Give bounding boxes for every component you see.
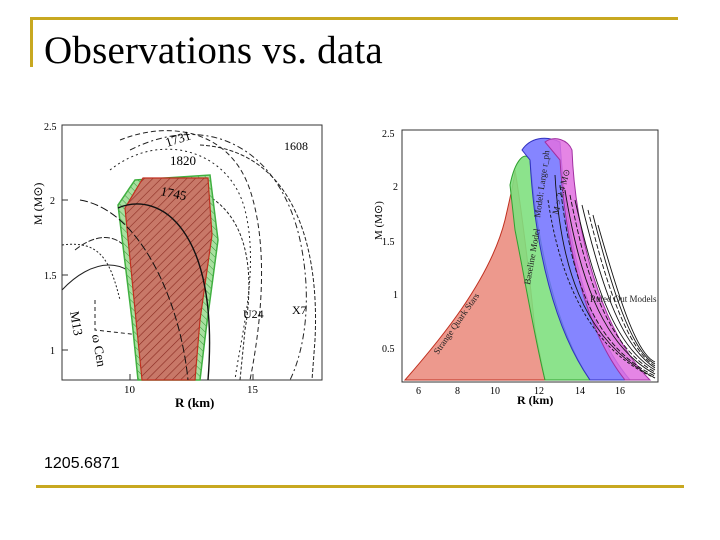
left-figure: 1731 1820 1608 1745 U24 X7 M13 ω Cen 2.5… xyxy=(31,122,323,410)
label-u24: U24 xyxy=(243,307,264,321)
right-ytick-0.5: 0.5 xyxy=(382,344,395,355)
right-figure: Strange Quark Stars Baseline Model Model… xyxy=(373,129,659,407)
left-black-curve xyxy=(117,203,211,381)
left-xtick-10: 10 xyxy=(124,384,136,396)
right-xtick-12: 12 xyxy=(534,386,544,397)
right-xtick-8: 8 xyxy=(455,386,460,397)
left-ytick-2.5: 2.5 xyxy=(44,122,57,133)
label-1820: 1820 xyxy=(170,153,196,168)
right-ylabel: M (M⊙) xyxy=(373,201,385,240)
ruled-out-curves xyxy=(547,174,656,379)
label-ruled-out: Ruled Out Models xyxy=(590,294,657,304)
right-xtick-10: 10 xyxy=(490,386,500,397)
left-ylabel: M (M⊙) xyxy=(31,183,45,225)
label-1745: 1745 xyxy=(159,183,188,203)
right-ytick-1: 1 xyxy=(393,290,398,301)
right-xtick-6: 6 xyxy=(416,386,421,397)
left-xtick-15: 15 xyxy=(247,384,259,396)
left-xlabel: R (km) xyxy=(175,395,214,410)
top-rule xyxy=(30,17,678,20)
label-x7: X7 xyxy=(292,303,307,317)
right-ytick-2: 2 xyxy=(393,182,398,193)
slide-title: Observations vs. data xyxy=(44,29,383,72)
slide-caption: 1205.6871 xyxy=(44,455,120,472)
left-rule xyxy=(30,17,33,67)
curve-1608 xyxy=(129,134,307,381)
right-ytick-2.5: 2.5 xyxy=(382,129,395,140)
right-ytick-1.5: 1.5 xyxy=(382,237,395,248)
right-xtick-14: 14 xyxy=(575,386,585,397)
left-axis-ticks xyxy=(62,124,254,380)
right-xlabel: R (km) xyxy=(517,393,553,407)
left-red-band xyxy=(124,177,213,381)
left-ytick-1.5: 1.5 xyxy=(44,271,57,282)
label-m13: M13 xyxy=(67,310,86,337)
label-omega-cen: ω Cen xyxy=(89,333,110,368)
left-ytick-2: 2 xyxy=(50,196,55,207)
left-ytick-1: 1 xyxy=(50,346,55,357)
bottom-rule xyxy=(36,485,684,488)
right-xtick-16: 16 xyxy=(615,386,625,397)
label-1608: 1608 xyxy=(284,139,308,153)
curve-x7 xyxy=(199,144,317,381)
curve-1731 xyxy=(119,130,263,381)
